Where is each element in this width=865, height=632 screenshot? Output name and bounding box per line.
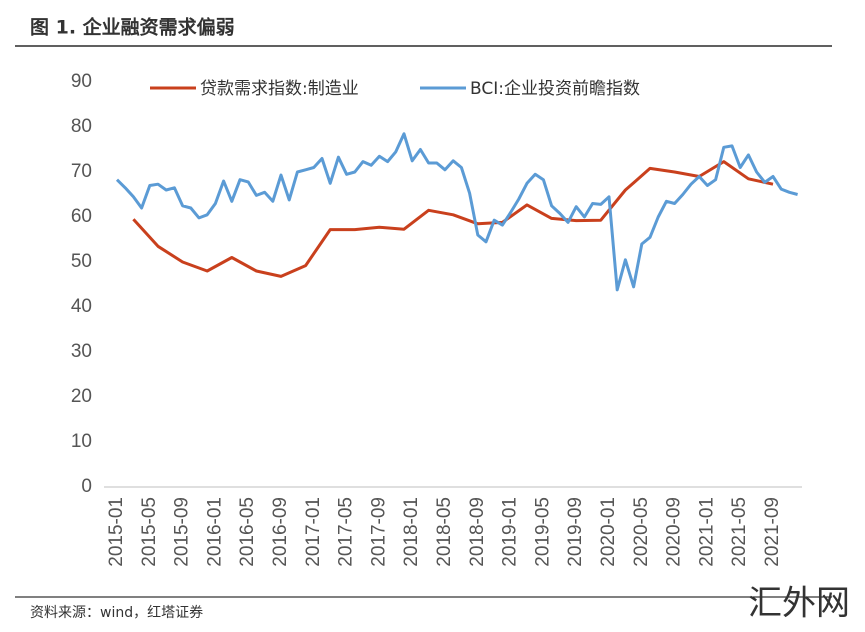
x-tick-label: 2021-05 (729, 497, 750, 567)
x-tick-label: 2018-01 (401, 497, 422, 567)
x-tick-label: 2020-05 (631, 497, 652, 567)
series-line (132, 160, 774, 278)
y-tick-label: 20 (71, 386, 92, 407)
x-tick-label: 2021-09 (762, 497, 783, 567)
y-tick-label: 40 (71, 296, 92, 317)
y-tick-label: 10 (71, 431, 92, 452)
legend-label: BCI:企业投资前瞻指数 (470, 79, 640, 99)
x-tick-label: 2018-09 (467, 497, 488, 567)
x-tick-label: 2021-01 (696, 497, 717, 567)
x-tick-label: 2017-01 (303, 497, 324, 567)
x-tick-label: 2017-05 (336, 497, 357, 567)
y-tick-label: 80 (71, 116, 92, 137)
x-tick-label: 2015-09 (172, 497, 193, 567)
source: 资料来源：wind，红塔证券 (30, 605, 203, 621)
y-tick-label: 60 (71, 206, 92, 227)
x-tick-label: 2016-05 (237, 497, 258, 567)
y-tick-label: 0 (81, 476, 92, 497)
x-tick-label: 2019-01 (500, 497, 521, 567)
x-tick-label: 2017-09 (368, 497, 389, 567)
x-tick-label: 2016-01 (204, 497, 225, 567)
y-tick-label: 70 (71, 161, 92, 182)
x-tick-label: 2016-09 (270, 497, 291, 567)
x-tick-label: 2018-05 (434, 497, 455, 567)
x-tick-label: 2019-09 (565, 497, 586, 567)
legend-label: 贷款需求指数:制造业 (200, 79, 359, 99)
y-tick-label: 30 (71, 341, 92, 362)
y-tick-label: 90 (71, 71, 92, 92)
chart-title: 图 1. 企业融资需求偏弱 (30, 16, 235, 39)
x-tick-label: 2015-05 (139, 497, 160, 567)
x-tick-label: 2015-01 (106, 497, 127, 567)
watermark: 汇外网 (748, 584, 850, 624)
series-line (115, 132, 798, 292)
x-tick-label: 2019-05 (532, 497, 553, 567)
x-tick-label: 2020-09 (664, 497, 685, 567)
y-tick-label: 50 (71, 251, 92, 272)
x-tick-label: 2020-01 (598, 497, 619, 567)
